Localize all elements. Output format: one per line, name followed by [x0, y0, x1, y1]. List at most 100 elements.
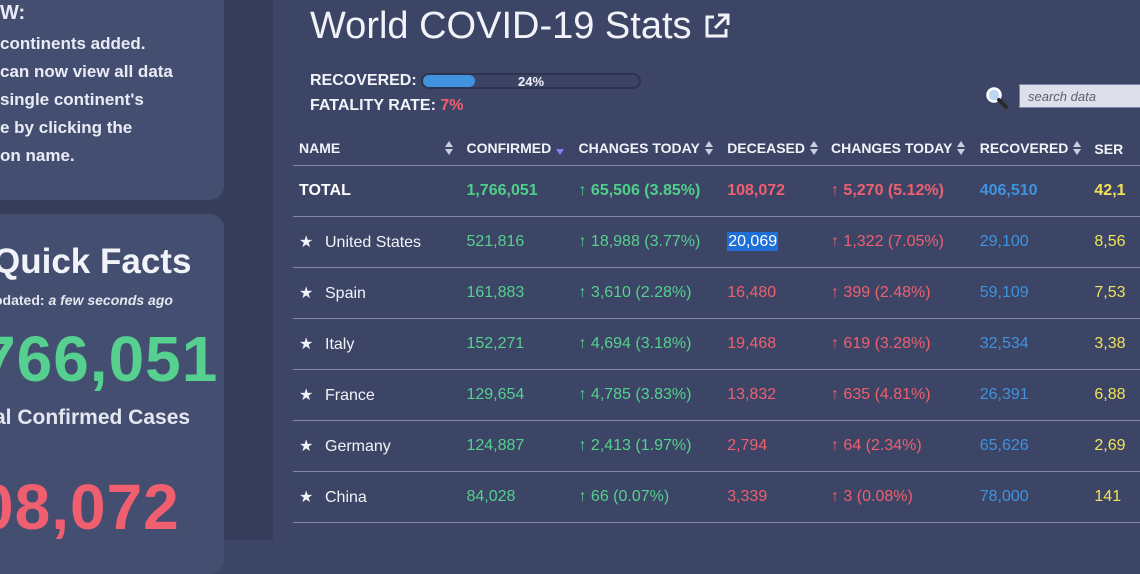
deceased-cell: 2,794 [721, 420, 825, 472]
country-name[interactable]: China [325, 489, 367, 506]
deceased-cell: 20,069 [721, 216, 825, 268]
column-header-label: SER [1094, 141, 1124, 157]
recovered-cell: 59,109 [973, 267, 1089, 319]
recovered-cell: 78,000 [973, 471, 1089, 523]
recovered-progress-fill [423, 75, 475, 87]
page-title-text: World COVID-19 Stats [310, 5, 692, 47]
page-title: World COVID-19 Stats [310, 2, 732, 51]
column-header-label: NAME [299, 139, 341, 156]
recovered-cell: 29,100 [973, 216, 1089, 268]
last-updated-label: odated: [0, 292, 45, 308]
favorite-star-icon[interactable]: ★ [299, 336, 314, 353]
serious-cell: 2,69 [1088, 420, 1140, 472]
serious-cell: 141 [1088, 471, 1140, 523]
total-recovered: 406,510 [973, 165, 1089, 217]
column-header-label: CHANGES TODAY [578, 139, 700, 156]
change-deceased-cell: ↑ 1,322 (7.05%) [824, 216, 974, 268]
country-name[interactable]: Spain [325, 285, 366, 302]
recovered-progress-bar: 24% [421, 73, 641, 89]
column-header-label: CHANGES TODAY [830, 139, 953, 156]
table-header-row: NAME CONFIRMED CHANGES TODAY DECEASED CH… [293, 133, 1140, 166]
whats-new-card: W: continents added. can now view all da… [0, 0, 224, 200]
column-header-name[interactable]: NAME [293, 133, 461, 166]
sort-icon [444, 140, 454, 159]
external-link-icon[interactable] [702, 8, 732, 51]
confirmed-cell: 124,887 [460, 420, 573, 472]
fatality-rate-value: 7% [440, 97, 464, 114]
table-row[interactable]: ★ Italy 152,271 ↑ 4,694 (3.18%) 19,468 ↑ … [293, 318, 1140, 370]
sort-icon [704, 140, 714, 159]
deceased-cell: 19,468 [721, 318, 825, 370]
column-header-confirmed[interactable]: CONFIRMED [460, 133, 573, 166]
change-confirmed-cell: ↑ 4,785 (3.83%) [572, 369, 722, 421]
search-icon [985, 86, 1009, 115]
favorite-star-icon[interactable]: ★ [299, 489, 314, 506]
fatality-rate-label: FATALITY RATE: [310, 97, 436, 114]
recovered-progress-text: 24% [517, 74, 545, 89]
sort-icon [1072, 140, 1082, 159]
selected-text[interactable]: 20,069 [727, 232, 779, 251]
confirmed-cell: 161,883 [460, 267, 573, 319]
change-confirmed-cell: ↑ 4,694 (3.18%) [572, 318, 722, 370]
table-row[interactable]: ★ Germany 124,887 ↑ 2,413 (1.97%) 2,794 ↑… [293, 420, 1140, 472]
recovered-cell: 26,391 [973, 369, 1089, 421]
change-confirmed-cell: ↑ 2,413 (1.97%) [572, 420, 722, 472]
deceased-cell: 3,339 [721, 471, 825, 523]
total-name: TOTAL [293, 165, 461, 217]
recovered-label: RECOVERED: [310, 72, 417, 89]
total-confirmed-value: 766,051 [0, 323, 219, 395]
country-name[interactable]: France [325, 387, 375, 404]
search-input[interactable] [1019, 84, 1140, 108]
table-row[interactable]: ★ China 84,028 ↑ 66 (0.07%) 3,339 ↑ 3 (0.… [293, 471, 1140, 523]
confirmed-cell: 84,028 [460, 471, 573, 523]
total-deceased-value: 08,072 [0, 471, 180, 543]
recovered-cell: 32,534 [973, 318, 1089, 370]
column-header-label: CONFIRMED [466, 139, 552, 156]
change-confirmed-cell: ↑ 18,988 (3.77%) [572, 216, 722, 268]
table-row[interactable]: ★ France 129,654 ↑ 4,785 (3.83%) 13,832 ↑… [293, 369, 1140, 421]
column-header-changes-confirmed[interactable]: CHANGES TODAY [572, 133, 722, 166]
deceased-cell: 13,832 [721, 369, 825, 421]
table-row[interactable]: ★ United States 521,816 ↑ 18,988 (3.77%) … [293, 216, 1140, 268]
change-confirmed-cell: ↑ 3,610 (2.28%) [572, 267, 722, 319]
table-total-row: TOTAL 1,766,051 ↑ 65,506 (3.85%) 108,072… [293, 165, 1140, 217]
favorite-star-icon[interactable]: ★ [299, 387, 314, 404]
column-header-serious[interactable]: SER [1088, 133, 1140, 166]
change-deceased-cell: ↑ 635 (4.81%) [824, 369, 974, 421]
confirmed-cell: 152,271 [460, 318, 573, 370]
serious-cell: 3,38 [1088, 318, 1140, 370]
favorite-star-icon[interactable]: ★ [299, 285, 314, 302]
deceased-cell: 16,480 [721, 267, 825, 319]
country-name[interactable]: United States [325, 234, 422, 251]
country-name[interactable]: Italy [325, 336, 355, 353]
quick-facts-card [0, 214, 224, 574]
recovered-cell: 65,626 [973, 420, 1089, 472]
total-serious: 42,1 [1088, 165, 1140, 217]
favorite-star-icon[interactable]: ★ [299, 234, 314, 251]
column-header-changes-deceased[interactable]: CHANGES TODAY [824, 133, 974, 166]
column-header-label: DECEASED [727, 139, 805, 156]
favorite-star-icon[interactable]: ★ [299, 438, 314, 455]
serious-cell: 7,53 [1088, 267, 1140, 319]
sort-icon [809, 140, 819, 159]
change-deceased-cell: ↑ 3 (0.08%) [824, 471, 974, 523]
serious-cell: 8,56 [1088, 216, 1140, 268]
column-header-deceased[interactable]: DECEASED [721, 133, 825, 166]
total-change-confirmed: ↑ 65,506 (3.85%) [572, 165, 722, 217]
stats-table: NAME CONFIRMED CHANGES TODAY DECEASED CH… [293, 133, 1140, 523]
change-deceased-cell: ↑ 64 (2.34%) [824, 420, 974, 472]
total-confirmed: 1,766,051 [460, 165, 573, 217]
whats-new-heading: W: [0, 2, 26, 24]
column-header-recovered[interactable]: RECOVERED [973, 133, 1089, 166]
change-confirmed-cell: ↑ 66 (0.07%) [572, 471, 722, 523]
fatality-rate: FATALITY RATE: 7% [310, 97, 464, 115]
country-name[interactable]: Germany [325, 438, 391, 455]
total-confirmed-label: al Confirmed Cases [0, 406, 191, 429]
last-updated-value: a few seconds ago [48, 292, 173, 308]
sort-icon [956, 140, 966, 159]
column-header-label: RECOVERED [979, 139, 1069, 156]
total-deceased: 108,072 [721, 165, 825, 217]
quick-facts-title: Quick Facts [0, 242, 192, 281]
table-row[interactable]: ★ Spain 161,883 ↑ 3,610 (2.28%) 16,480 ↑ … [293, 267, 1140, 319]
change-deceased-cell: ↑ 399 (2.48%) [824, 267, 974, 319]
